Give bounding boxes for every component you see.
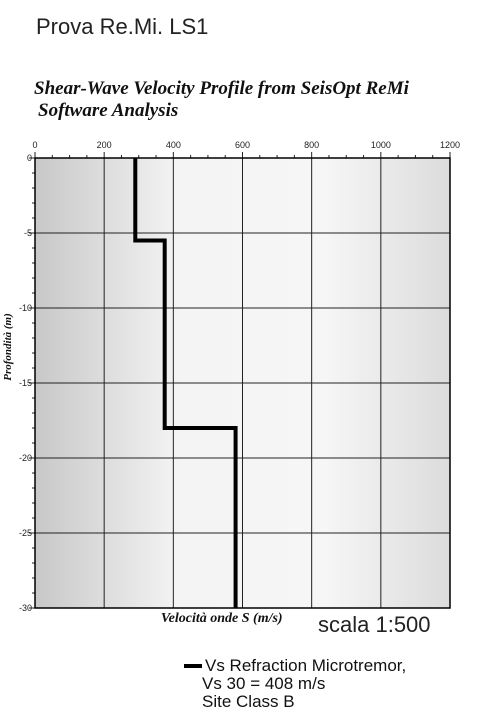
- x-tick-label: 0: [32, 140, 37, 150]
- x-tick-label: 400: [166, 140, 181, 150]
- legend-line3: Site Class B: [202, 692, 295, 711]
- y-axis-title: Profondità (m): [2, 313, 14, 381]
- y-tick-label: -10: [19, 303, 32, 313]
- x-tick-label: 1200: [440, 140, 460, 150]
- chart-title-line2: Software Analysis: [38, 100, 179, 121]
- legend-line2: Vs 30 = 408 m/s: [202, 674, 326, 693]
- x-tick-label: 200: [97, 140, 112, 150]
- test-name: Prova Re.Mi. LS1: [36, 14, 209, 39]
- x-tick-label: 600: [235, 140, 250, 150]
- x-tick-label: 800: [304, 140, 319, 150]
- chart-title-line1: Shear-Wave Velocity Profile from SeisOpt…: [34, 78, 409, 99]
- y-tick-label: 0: [27, 153, 32, 163]
- legend-line1: Vs Refraction Microtremor,: [205, 656, 407, 675]
- chart-title: Shear-Wave Velocity Profile from SeisOpt…: [34, 78, 474, 122]
- x-axis-title: Velocità onde S (m/s): [161, 611, 283, 626]
- scale-label: scala 1:500: [318, 612, 431, 637]
- vs-profile-line: [133, 158, 238, 608]
- plot-frame: [34, 157, 451, 609]
- x-tick-label: 1000: [371, 140, 391, 150]
- legend-swatch: [184, 663, 202, 668]
- y-tick-label: -25: [19, 528, 32, 538]
- y-tick-label: -20: [19, 453, 32, 463]
- y-tick-label: -30: [19, 603, 32, 613]
- y-tick-label: -5: [24, 228, 32, 238]
- legend: Vs Refraction Microtremor, Vs 30 = 408 m…: [184, 657, 406, 711]
- y-tick-label: -15: [19, 378, 32, 388]
